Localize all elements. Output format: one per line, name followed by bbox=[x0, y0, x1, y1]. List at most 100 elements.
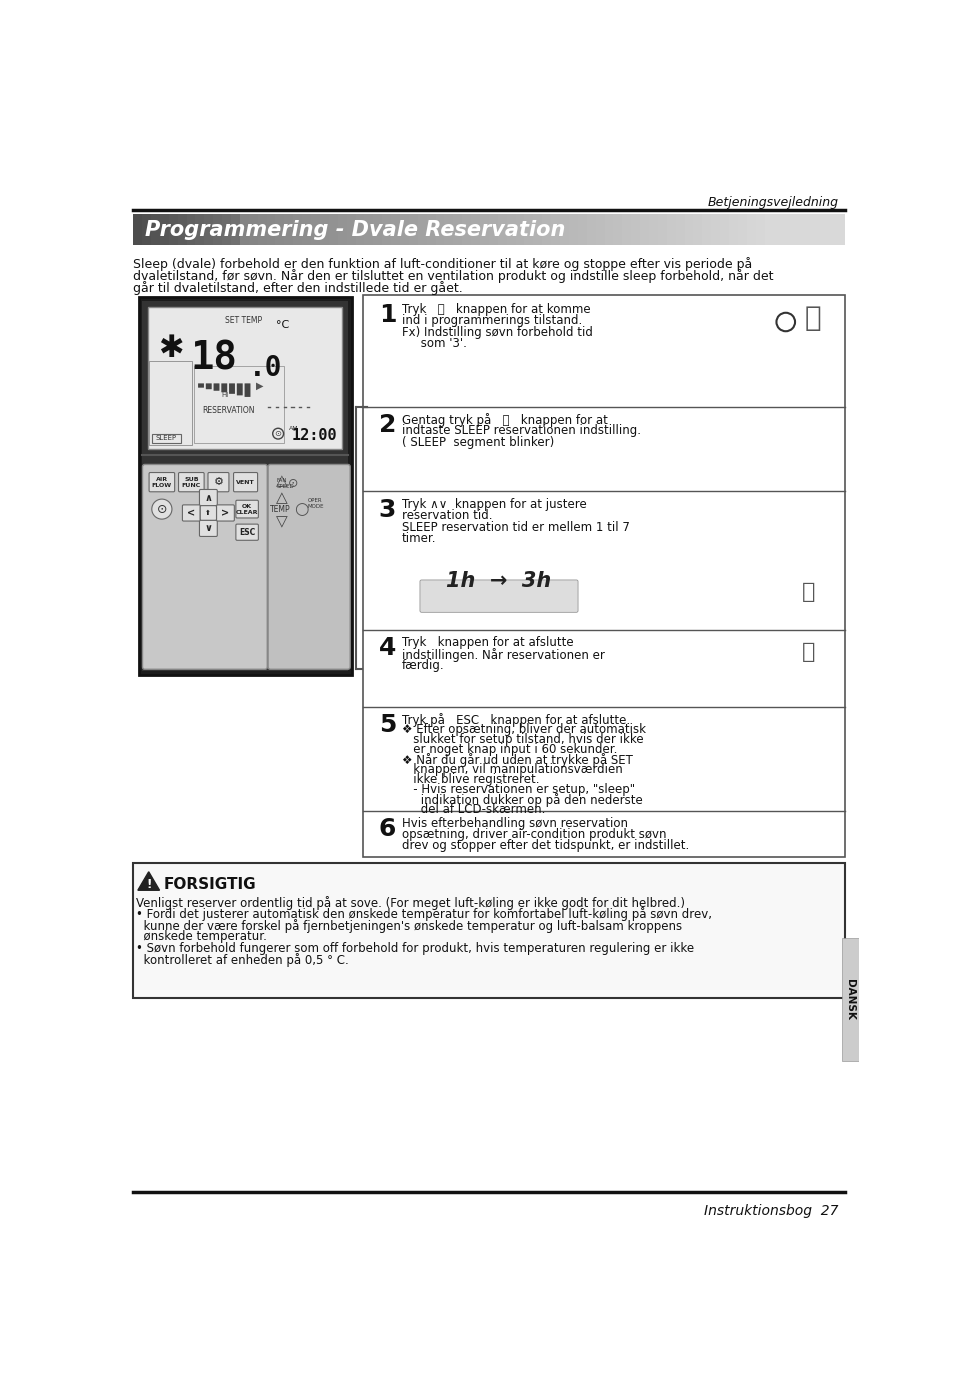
Text: Hvis efterbehandling søvn reservation: Hvis efterbehandling søvn reservation bbox=[402, 818, 627, 830]
FancyBboxPatch shape bbox=[244, 384, 251, 398]
Text: Venligst reserver ordentlig tid på at sove. (For meget luft-køling er ikke godt : Venligst reserver ordentlig tid på at so… bbox=[136, 896, 684, 910]
Text: 5: 5 bbox=[378, 713, 395, 738]
Bar bbox=[453, 214, 462, 245]
Bar bbox=[639, 214, 649, 245]
FancyBboxPatch shape bbox=[194, 365, 283, 442]
Bar bbox=[471, 214, 480, 245]
Text: indikation dukker op på den nederste: indikation dukker op på den nederste bbox=[402, 794, 642, 808]
Bar bbox=[355, 214, 365, 245]
Text: SUB
FUNC: SUB FUNC bbox=[181, 477, 201, 487]
Bar bbox=[595, 214, 604, 245]
Text: 1h  →  3h: 1h → 3h bbox=[446, 571, 551, 591]
Text: ❖ Når du går ud uden at trykke på SET: ❖ Når du går ud uden at trykke på SET bbox=[402, 753, 633, 767]
FancyBboxPatch shape bbox=[142, 301, 348, 671]
Bar bbox=[648, 214, 658, 245]
Bar bbox=[604, 214, 614, 245]
Bar bbox=[621, 214, 631, 245]
Bar bbox=[257, 214, 267, 245]
Bar bbox=[524, 214, 534, 245]
Bar bbox=[551, 214, 560, 245]
Text: ∧: ∧ bbox=[204, 493, 213, 503]
Bar bbox=[755, 214, 764, 245]
Text: >: > bbox=[221, 508, 230, 518]
FancyBboxPatch shape bbox=[419, 580, 578, 612]
Bar bbox=[578, 214, 587, 245]
Text: !: ! bbox=[146, 878, 152, 890]
FancyBboxPatch shape bbox=[268, 465, 350, 669]
Text: ⊙: ⊙ bbox=[156, 503, 167, 515]
FancyBboxPatch shape bbox=[149, 473, 174, 491]
FancyBboxPatch shape bbox=[213, 384, 219, 391]
Bar bbox=[808, 214, 818, 245]
Bar bbox=[533, 214, 542, 245]
Bar bbox=[658, 214, 667, 245]
FancyBboxPatch shape bbox=[216, 505, 234, 521]
Bar bbox=[800, 214, 809, 245]
FancyBboxPatch shape bbox=[235, 500, 258, 518]
Polygon shape bbox=[137, 872, 159, 890]
Text: ∨: ∨ bbox=[204, 524, 213, 533]
Bar bbox=[213, 214, 223, 245]
Text: kunne der være forskel på fjernbetjeningen's ønskede temperatur og luft-balsam k: kunne der være forskel på fjernbetjening… bbox=[136, 918, 681, 932]
Text: △: △ bbox=[275, 473, 288, 489]
Text: Tryk ∧∨  knappen for at justere: Tryk ∧∨ knappen for at justere bbox=[402, 497, 586, 511]
FancyBboxPatch shape bbox=[152, 434, 181, 442]
Text: drev og stopper efter det tidspunkt, er indstillet.: drev og stopper efter det tidspunkt, er … bbox=[402, 839, 689, 851]
Text: opsætning, driver air-condition produkt søvn: opsætning, driver air-condition produkt … bbox=[402, 827, 666, 841]
Bar bbox=[151, 214, 160, 245]
Text: går til dvaletilstand, efter den indstillede tid er gået.: går til dvaletilstand, efter den indstil… bbox=[133, 281, 462, 295]
Bar bbox=[746, 214, 756, 245]
Bar bbox=[763, 214, 774, 245]
Text: • Søvn forbehold fungerer som off forbehold for produkt, hvis temperaturen regul: • Søvn forbehold fungerer som off forbeh… bbox=[136, 942, 694, 955]
Bar bbox=[239, 214, 250, 245]
Bar bbox=[684, 214, 694, 245]
Bar bbox=[373, 214, 382, 245]
FancyBboxPatch shape bbox=[142, 465, 267, 669]
Text: reservation tid.: reservation tid. bbox=[402, 510, 492, 522]
FancyBboxPatch shape bbox=[841, 938, 858, 1061]
Text: ESC: ESC bbox=[239, 528, 255, 536]
FancyBboxPatch shape bbox=[198, 384, 204, 388]
Text: ✋: ✋ bbox=[803, 304, 821, 332]
Bar bbox=[728, 214, 738, 245]
Bar bbox=[711, 214, 720, 245]
Text: del af LCD-skærmen.: del af LCD-skærmen. bbox=[402, 804, 545, 816]
FancyBboxPatch shape bbox=[235, 524, 258, 540]
Text: ⚙: ⚙ bbox=[213, 477, 223, 487]
Bar bbox=[720, 214, 729, 245]
Text: ⬆: ⬆ bbox=[205, 510, 212, 517]
Text: HI: HI bbox=[221, 392, 229, 398]
Text: 3: 3 bbox=[378, 497, 395, 522]
Text: 12:00: 12:00 bbox=[291, 427, 336, 442]
Bar bbox=[515, 214, 525, 245]
Text: RESERVATION: RESERVATION bbox=[202, 406, 254, 414]
Text: ❖ Efter opsætning, bliver der automatisk: ❖ Efter opsætning, bliver der automatisk bbox=[402, 724, 645, 736]
Text: timer.: timer. bbox=[402, 532, 436, 545]
FancyBboxPatch shape bbox=[199, 521, 217, 536]
Bar bbox=[329, 214, 338, 245]
Text: ⊙: ⊙ bbox=[288, 477, 298, 490]
Bar bbox=[541, 214, 552, 245]
Text: Tryk på   ESC   knappen for at afslutte.: Tryk på ESC knappen for at afslutte. bbox=[402, 713, 630, 727]
Text: ✱: ✱ bbox=[158, 335, 184, 364]
Bar bbox=[169, 214, 178, 245]
FancyBboxPatch shape bbox=[208, 473, 229, 491]
FancyBboxPatch shape bbox=[150, 360, 192, 445]
Text: OK
CLEAR: OK CLEAR bbox=[235, 504, 258, 515]
Bar bbox=[631, 214, 640, 245]
Text: Tryk   Ⓢ   knappen for at komme: Tryk Ⓢ knappen for at komme bbox=[402, 302, 590, 316]
FancyBboxPatch shape bbox=[182, 505, 200, 521]
Bar bbox=[568, 214, 578, 245]
Text: knappen, vil manipulationsværdien: knappen, vil manipulationsværdien bbox=[402, 763, 622, 776]
Bar bbox=[195, 214, 205, 245]
Text: Programmering - Dvale Reservation: Programmering - Dvale Reservation bbox=[145, 220, 564, 239]
FancyBboxPatch shape bbox=[133, 864, 843, 998]
Text: dvaletilstand, før søvn. Når den er tilsluttet en ventilation produkt og indstil: dvaletilstand, før søvn. Når den er tils… bbox=[133, 269, 773, 283]
FancyBboxPatch shape bbox=[236, 384, 242, 395]
Bar bbox=[187, 214, 196, 245]
Text: Fx) Indstilling søvn forbehold tid: Fx) Indstilling søvn forbehold tid bbox=[402, 326, 593, 339]
Text: °C: °C bbox=[275, 321, 289, 330]
Bar bbox=[319, 214, 330, 245]
FancyBboxPatch shape bbox=[200, 505, 216, 521]
Text: ønskede temperatur.: ønskede temperatur. bbox=[136, 931, 267, 944]
